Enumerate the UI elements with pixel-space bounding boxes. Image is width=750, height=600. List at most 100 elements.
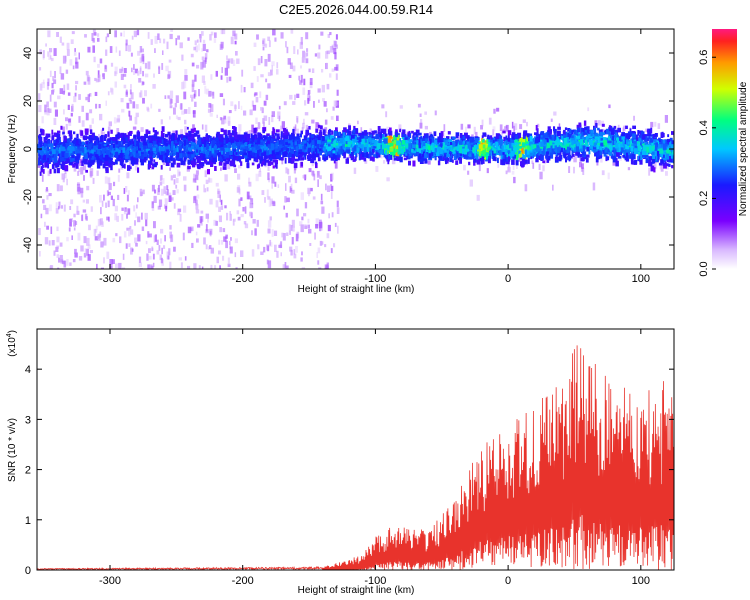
spectrogram-noise-cell	[120, 32, 123, 37]
spectrogram-noise-cell	[198, 265, 201, 269]
spectrogram-noise-cell	[225, 234, 228, 239]
spectrogram-noise-cell	[81, 120, 85, 127]
spectrogram-noise-cell	[46, 101, 49, 108]
spectrogram-noise-cell	[177, 169, 180, 177]
spectrogram-band-cell	[613, 152, 616, 158]
spectrogram-noise-cell	[328, 213, 330, 219]
spectrogram-noise-cell	[123, 68, 127, 74]
spectrogram-noise-cell	[254, 228, 257, 236]
spectrogram-noise-cell	[220, 240, 224, 245]
spectrogram-noise-cell	[170, 29, 173, 32]
spectrogram-noise-cell	[318, 44, 321, 50]
spectrogram-band-cell	[94, 141, 97, 146]
spectrogram-noise-cell	[592, 182, 596, 191]
spectrogram-noise-cell	[281, 232, 284, 238]
spectrogram-noise-cell	[288, 74, 292, 78]
spectrogram-noise-cell	[251, 249, 255, 257]
spectrogram-noise-cell	[52, 89, 55, 93]
spectrogram-band-cell	[627, 134, 631, 140]
spectrogram-noise-cell	[237, 216, 241, 221]
spectrogram-band-cell	[137, 136, 141, 140]
spectrogram-band-cell	[614, 137, 619, 144]
spectrogram-noise-cell	[69, 262, 72, 266]
spectrogram-noise-cell	[218, 239, 220, 245]
spectrogram-noise-cell	[198, 89, 200, 97]
spectrogram-noise-cell	[204, 53, 208, 60]
spectrogram-noise-cell	[271, 111, 275, 117]
spectrogram-noise-cell	[295, 233, 299, 242]
spectrogram-heatmap	[37, 29, 674, 269]
spectrogram-noise-cell	[176, 189, 179, 194]
spectrogram-noise-cell	[126, 172, 130, 179]
spectrogram-noise-cell	[99, 113, 103, 121]
spectrogram-noise-cell	[169, 192, 172, 196]
spectrogram-noise-cell	[78, 94, 81, 100]
spectrogram-band-cell	[494, 156, 497, 162]
spectrogram-band-cell	[257, 163, 260, 168]
spectrogram-noise-cell	[46, 108, 50, 116]
spectrogram-band-cell	[244, 153, 247, 159]
spectrogram-noise-cell	[123, 30, 125, 37]
spectrogram-noise-cell	[244, 223, 249, 229]
spectrogram-band-cell	[547, 151, 552, 155]
spectrogram-noise-cell	[283, 101, 287, 106]
spectrogram-noise-cell	[128, 97, 132, 102]
spectrogram-band-cell	[653, 167, 656, 173]
spectrogram-noise-cell	[164, 235, 166, 242]
spectrogram-band-cell	[597, 127, 600, 131]
spectrogram-band-cell	[469, 145, 472, 152]
spectrogram-noise-cell	[223, 236, 227, 242]
spectrogram-band-cell	[388, 133, 392, 137]
spectrogram-noise-cell	[51, 82, 54, 89]
spectrogram-noise-cell	[96, 170, 99, 176]
spectrogram-band-cell	[447, 148, 451, 154]
spectrogram-band-cell	[331, 130, 334, 135]
spectrogram-noise-cell	[336, 115, 339, 121]
spectrogram-noise-cell	[281, 160, 284, 165]
spectrogram-noise-cell	[160, 175, 163, 180]
spectrogram-noise-cell	[314, 53, 318, 57]
spectrogram-noise-cell	[278, 105, 281, 110]
spectrogram-noise-cell	[313, 173, 316, 181]
spectrogram-band-cell	[568, 141, 571, 147]
spectrogram-band-cell	[282, 139, 286, 143]
spectrogram-noise-cell	[238, 188, 241, 195]
spectrogram-band-cell	[639, 139, 643, 143]
spectrogram-noise-cell	[271, 200, 275, 205]
spectrogram-noise-cell	[364, 160, 368, 164]
spectrogram-noise-cell	[200, 210, 204, 214]
spectrogram-noise-cell	[286, 46, 289, 54]
spectrogram-band-cell	[328, 154, 332, 158]
spectrogram-noise-cell	[215, 200, 219, 208]
spectrogram-noise-cell	[391, 157, 396, 165]
spectrogram-noise-cell	[119, 68, 123, 74]
spectrogram-noise-cell	[56, 245, 59, 249]
spectrogram-band-cell	[500, 153, 504, 160]
spectrogram-noise-cell	[62, 55, 67, 64]
spectrogram-noise-cell	[91, 118, 94, 124]
spectrogram-band-cell	[187, 165, 191, 170]
spectrogram-noise-cell	[177, 35, 180, 40]
spectrogram-noise-cell	[59, 242, 63, 247]
spectrogram-band-cell	[175, 156, 179, 161]
spectrogram-noise-cell	[50, 265, 53, 269]
spectrogram-band-cell	[636, 141, 640, 144]
spectrogram-noise-cell	[334, 44, 338, 49]
spectrogram-band-cell	[597, 133, 600, 140]
spectrogram-noise-cell	[296, 93, 300, 98]
spectrogram-noise-cell	[184, 256, 187, 261]
spectrogram-noise-cell	[240, 250, 244, 257]
spectrogram-noise-cell	[497, 161, 500, 168]
spectrogram-noise-cell	[208, 103, 212, 108]
spectrogram-noise-cell	[243, 221, 247, 225]
spectrogram-noise-cell	[507, 163, 510, 167]
spectrogram-noise-cell	[41, 174, 44, 182]
spectrogram-band-cell	[120, 132, 125, 138]
spectrogram-noise-cell	[296, 208, 299, 217]
spectrogram-noise-cell	[262, 118, 265, 124]
spectrogram-band-cell	[310, 154, 312, 159]
spectrogram-band-cell	[570, 129, 574, 135]
spectrogram-noise-cell	[102, 73, 105, 80]
spectrogram-noise-cell	[154, 234, 157, 242]
spectrogram-band-cell	[600, 136, 604, 140]
